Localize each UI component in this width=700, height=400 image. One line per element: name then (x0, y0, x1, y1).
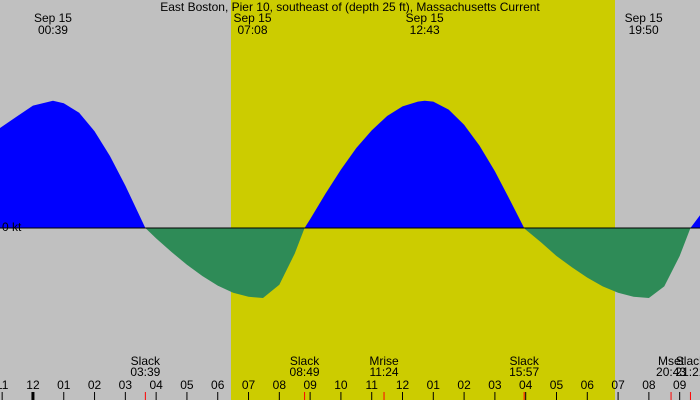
peak-date: Sep 15 (34, 11, 72, 25)
x-tick-label: 05 (180, 378, 194, 392)
flood-area (690, 215, 700, 228)
x-tick-label: 06 (211, 378, 225, 392)
x-tick-label: 11 (365, 378, 378, 392)
x-tick-label: 08 (642, 378, 656, 392)
chart-title: East Boston, Pier 10, southeast of (dept… (160, 0, 540, 14)
x-tick-label: 12 (26, 378, 40, 392)
x-tick-label: 03 (488, 378, 502, 392)
event-name: Slack (290, 354, 320, 368)
event-time: 21:21 (675, 365, 700, 379)
x-tick-label: 09 (673, 378, 687, 392)
zero-label: 0 kt (2, 220, 22, 234)
peak-time: 19:50 (629, 23, 659, 37)
flood-area (304, 100, 525, 228)
x-tick-label: 02 (457, 378, 471, 392)
x-tick-label: 09 (303, 378, 317, 392)
x-tick-label: 03 (119, 378, 133, 392)
x-tick-label: 10 (334, 378, 348, 392)
flood-area (0, 100, 146, 228)
x-tick-label: 08 (273, 378, 287, 392)
peak-time: 12:43 (410, 23, 440, 37)
x-tick-label: 07 (611, 378, 625, 392)
ebb-area (524, 228, 691, 298)
x-tick-label: 04 (519, 378, 533, 392)
event-name: Slack (676, 354, 700, 368)
peak-date: Sep 15 (406, 11, 444, 25)
x-tick-label: 04 (149, 378, 163, 392)
event-time: 08:49 (290, 365, 320, 379)
x-tick-label: 07 (242, 378, 256, 392)
event-name: Mrise (369, 354, 399, 368)
x-tick-label: 01 (57, 378, 71, 392)
peak-date: Sep 15 (625, 11, 663, 25)
event-time: 20:43 (656, 365, 686, 379)
event-name: Mset (658, 354, 685, 368)
peak-time: 00:39 (38, 23, 68, 37)
peak-time: 07:08 (238, 23, 268, 37)
x-tick-label: 12 (396, 378, 410, 392)
x-tick-label: 01 (427, 378, 441, 392)
x-tick-label: 02 (88, 378, 102, 392)
event-name: Slack (131, 354, 161, 368)
event-time: 03:39 (130, 365, 160, 379)
event-name: Slack (509, 354, 539, 368)
x-tick-label: 05 (550, 378, 564, 392)
peak-date: Sep 15 (234, 11, 272, 25)
event-time: 15:57 (509, 365, 539, 379)
event-time: 11:24 (369, 365, 398, 379)
x-tick-label: 06 (581, 378, 595, 392)
ebb-area (145, 228, 305, 298)
x-tick-label: 11 (0, 378, 9, 392)
